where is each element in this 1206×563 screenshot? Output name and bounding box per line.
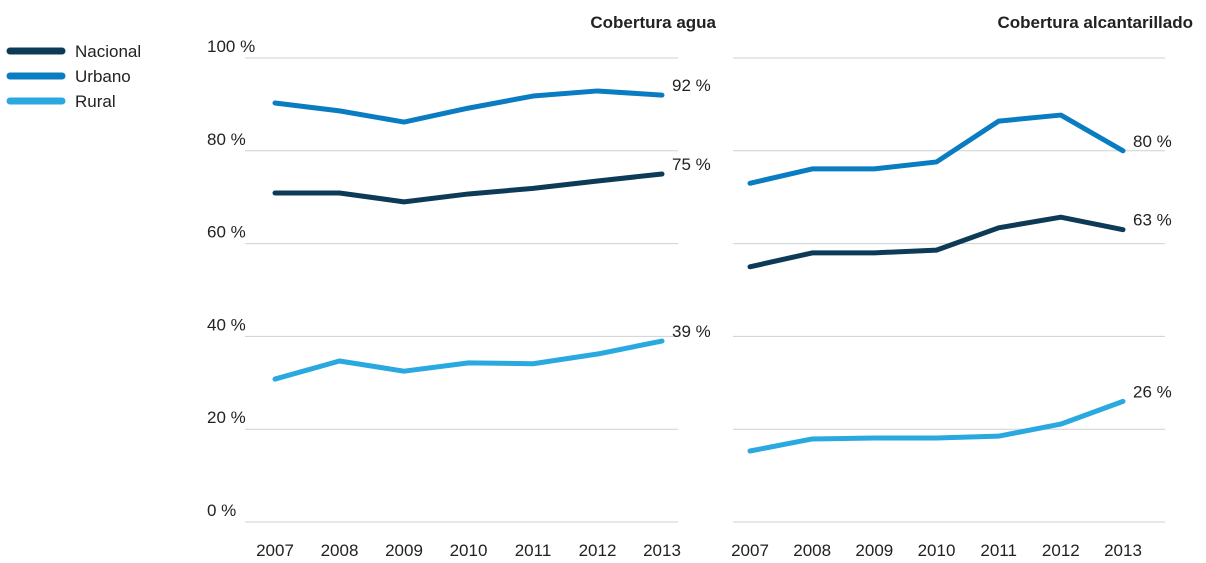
- chart-title: Cobertura agua: [590, 13, 716, 32]
- series-line: [747, 214, 1126, 270]
- x-tick-label: 2008: [321, 541, 359, 560]
- y-tick-label: 40 %: [207, 315, 246, 334]
- series-line: [272, 338, 665, 382]
- value-label: 75 %: [672, 155, 711, 174]
- x-tick-label: 2007: [256, 541, 294, 560]
- x-tick-label: 2010: [918, 541, 956, 560]
- x-tick-label: 2013: [1104, 541, 1142, 560]
- series-line: [747, 112, 1126, 186]
- legend-label: Urbano: [75, 67, 131, 86]
- series-line: [747, 398, 1126, 454]
- legend-label: Nacional: [75, 42, 141, 61]
- x-tick-label: 2009: [385, 541, 423, 560]
- value-label: 39 %: [672, 322, 711, 341]
- x-tick-label: 2013: [643, 541, 681, 560]
- chart-title: Cobertura alcantarillado: [997, 13, 1193, 32]
- value-label: 92 %: [672, 76, 711, 95]
- x-tick-label: 2012: [579, 541, 617, 560]
- y-tick-label: 100 %: [207, 37, 255, 56]
- x-tick-label: 2012: [1042, 541, 1080, 560]
- value-label: 63 %: [1133, 211, 1172, 230]
- y-tick-label: 80 %: [207, 130, 246, 149]
- value-label: 26 %: [1133, 382, 1172, 401]
- x-tick-label: 2011: [515, 541, 552, 560]
- x-tick-label: 2010: [450, 541, 488, 560]
- x-tick-label: 2011: [980, 541, 1017, 560]
- y-tick-label: 0 %: [207, 501, 236, 520]
- legend-label: Rural: [75, 92, 116, 111]
- series-line: [272, 88, 665, 125]
- value-label: 80 %: [1133, 132, 1172, 151]
- x-tick-label: 2007: [731, 541, 769, 560]
- x-tick-label: 2009: [855, 541, 893, 560]
- series-line: [272, 171, 665, 205]
- x-tick-label: 2008: [793, 541, 831, 560]
- y-tick-label: 60 %: [207, 223, 246, 242]
- y-tick-label: 20 %: [207, 408, 246, 427]
